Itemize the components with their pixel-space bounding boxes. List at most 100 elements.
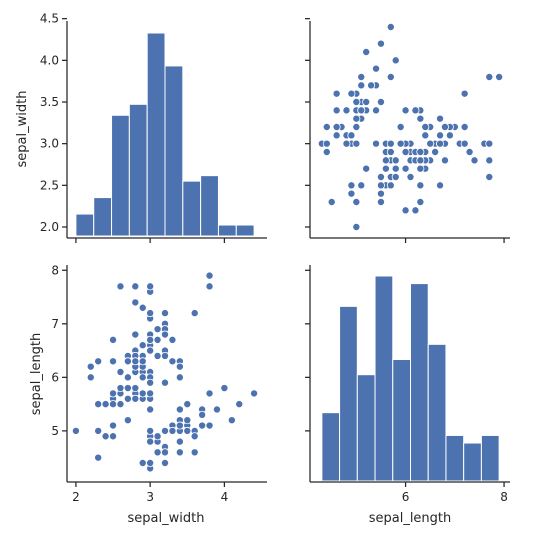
axes-layer: 2.0 2.5 3.0 3.5 4.0 4.5 5 6 7 8 2 3 4 6 8: [40, 12, 510, 504]
scatter-point: [109, 335, 118, 344]
histogram-bar: [128, 103, 148, 237]
scatter-point: [153, 351, 162, 360]
scatter-point: [416, 156, 425, 165]
scatter-point: [168, 357, 177, 366]
scatter-point: [485, 73, 494, 82]
scatter-point: [175, 362, 184, 371]
scatter-point: [352, 222, 361, 231]
y-tick-label: 8: [51, 263, 59, 277]
scatter-point: [153, 448, 162, 457]
histogram-bar: [445, 434, 465, 482]
x-axis-label-left: sepal_width: [128, 511, 205, 526]
scatter-point: [386, 147, 395, 156]
y-tick-label: 4.5: [40, 12, 59, 26]
scatter-point: [123, 384, 132, 393]
scatter-point: [322, 139, 331, 148]
scatter-point: [431, 147, 440, 156]
histogram-bar: [182, 180, 202, 237]
histogram-bar: [164, 65, 184, 237]
scatter-point: [160, 309, 169, 318]
scatter-point: [376, 39, 385, 48]
scatter-point: [116, 400, 125, 409]
scatter-point: [357, 81, 366, 90]
scatter-point: [131, 282, 140, 291]
scatter-point: [436, 131, 445, 140]
scatter-point: [386, 181, 395, 190]
scatter-point: [386, 22, 395, 31]
scatter-point: [440, 123, 449, 132]
scatter-point: [160, 459, 169, 468]
scatter-point: [198, 421, 207, 430]
y-axis-label-bottom: sepal_length: [29, 333, 44, 416]
scatter-point: [94, 453, 103, 462]
scatter-point: [183, 400, 192, 409]
scatter-point: [460, 89, 469, 98]
scatter-point: [401, 106, 410, 115]
scatter-point: [352, 98, 361, 107]
scatter-point: [205, 421, 214, 430]
scatter-point: [386, 73, 395, 82]
scatter-point: [495, 73, 504, 82]
scatter-point: [332, 123, 341, 132]
histogram-bar: [235, 224, 255, 237]
x-tick-label: 8: [500, 490, 508, 504]
scatter-point: [138, 459, 147, 468]
scatter-point: [160, 330, 169, 339]
scatter-point: [460, 123, 469, 132]
scatter-point: [109, 421, 118, 430]
scatter-point: [401, 206, 410, 215]
scatter-point: [352, 114, 361, 123]
scatter-point: [94, 357, 103, 366]
scatter-point: [357, 181, 366, 190]
scatter-point: [131, 298, 140, 307]
scatter-point: [123, 416, 132, 425]
scatter-point: [445, 131, 454, 140]
x-axis-label-right: sepal_length: [369, 511, 452, 526]
scatter-point: [401, 147, 410, 156]
scatter-point: [86, 362, 95, 371]
scatter-point: [131, 384, 140, 393]
scatter-point: [470, 156, 479, 165]
scatter-point: [131, 357, 140, 366]
scatter-point: [138, 341, 147, 350]
scatter-point: [153, 335, 162, 344]
scatter-point: [160, 426, 169, 435]
scatter-point: [362, 48, 371, 57]
y-tick-label: 7: [51, 317, 59, 331]
scatter-point: [116, 282, 125, 291]
histogram-bar: [374, 275, 394, 482]
scatter-point: [416, 114, 425, 123]
scatter-point: [376, 197, 385, 206]
scatter-point: [332, 106, 341, 115]
scatter-point: [146, 437, 155, 446]
scatter-point: [485, 172, 494, 181]
scatter-point: [342, 139, 351, 148]
scatter-point: [332, 89, 341, 98]
scatter-point: [347, 181, 356, 190]
scatter-point: [411, 206, 420, 215]
scatter-point: [138, 389, 147, 398]
scatter-point: [367, 81, 376, 90]
scatter-point: [160, 378, 169, 387]
scatter-point: [416, 181, 425, 190]
y-tick-label: 4.0: [40, 53, 59, 67]
scatter-point: [109, 400, 118, 409]
scatter-point: [352, 123, 361, 132]
sepal-width-histogram: [75, 32, 255, 237]
scatter-point: [411, 106, 420, 115]
scatter-point: [391, 156, 400, 165]
scatter-point: [396, 123, 405, 132]
scatter-point: [146, 282, 155, 291]
histogram-bar: [463, 442, 482, 482]
sepal-length-vs-width-scatter: [317, 22, 504, 231]
scatter-point: [101, 400, 110, 409]
histogram-bar: [111, 114, 130, 237]
scatter-point: [401, 164, 410, 173]
scatter-point: [485, 139, 494, 148]
y-tick-label: 3.0: [40, 137, 59, 151]
histogram-bar: [339, 305, 358, 482]
scatter-point: [436, 114, 445, 123]
histogram-bar: [321, 412, 341, 482]
scatter-point: [421, 131, 430, 140]
scatter-point: [160, 351, 169, 360]
